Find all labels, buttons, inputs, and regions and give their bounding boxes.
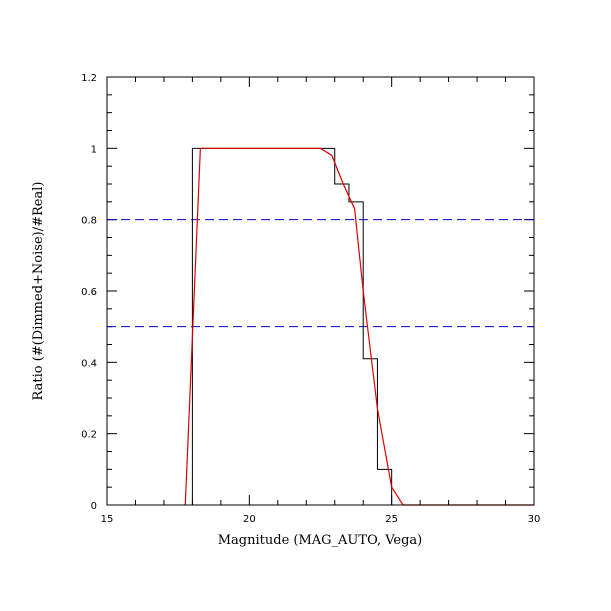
- y-tick-label: 0: [91, 501, 97, 512]
- y-axis-title: Ratio (#(Dimmed+Noise)/#Real): [31, 182, 46, 401]
- series-layer: [107, 147, 534, 506]
- y-tick-label: 1: [91, 144, 97, 155]
- x-axis-title: Magnitude (MAG_AUTO, Vega): [218, 533, 423, 548]
- ticks-layer: [106, 76, 535, 506]
- tick-labels-layer: 15 20 25 30 0 0.2 0.4 0.6 0.8 1 1.2: [81, 73, 540, 525]
- x-tick-label: 20: [243, 514, 256, 525]
- y-tick-label: 0.8: [81, 216, 97, 227]
- y-tick-label: 1.2: [81, 73, 97, 84]
- y-tick-label: 0.2: [81, 430, 97, 441]
- x-tick-label: 25: [385, 514, 398, 525]
- y-tick-label: 0.6: [81, 287, 97, 298]
- reference-lines: [107, 219, 534, 328]
- x-tick-label: 15: [101, 514, 114, 525]
- plot-frame: [106, 76, 535, 506]
- fit-curve-series: [184, 147, 534, 506]
- x-tick-label: 30: [528, 514, 541, 525]
- y-tick-label: 0.4: [81, 358, 97, 369]
